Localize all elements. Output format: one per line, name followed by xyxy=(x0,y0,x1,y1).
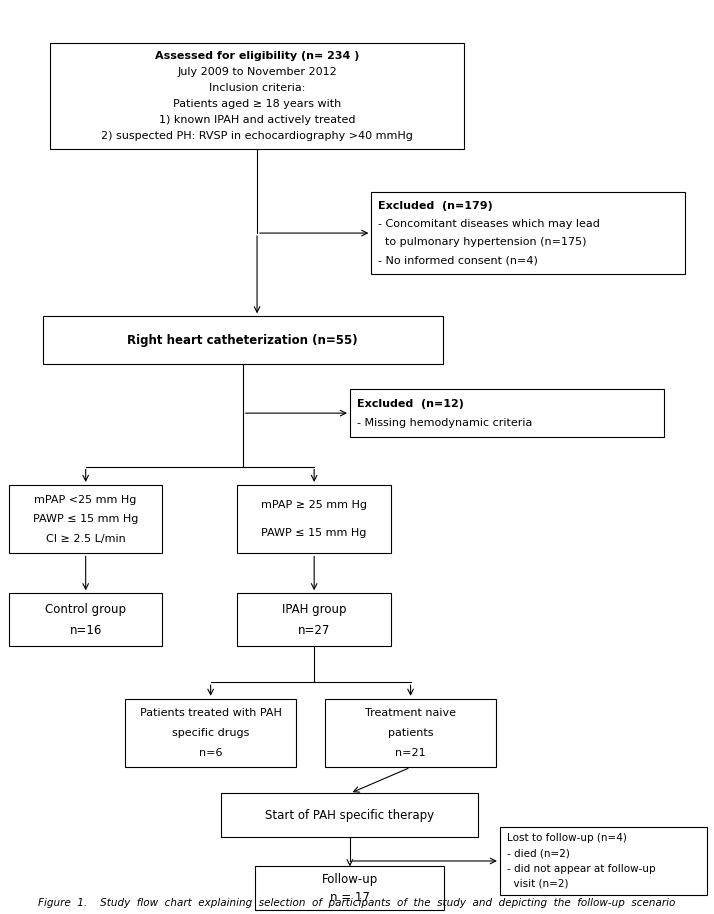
FancyBboxPatch shape xyxy=(500,826,707,896)
Text: Excluded  (n=179): Excluded (n=179) xyxy=(378,201,493,210)
Text: specific drugs: specific drugs xyxy=(172,728,249,738)
Text: - No informed consent (n=4): - No informed consent (n=4) xyxy=(378,256,538,265)
FancyBboxPatch shape xyxy=(50,43,464,148)
Text: mPAP ≥ 25 mm Hg: mPAP ≥ 25 mm Hg xyxy=(261,501,367,510)
Text: - Missing hemodynamic criteria: - Missing hemodynamic criteria xyxy=(357,418,533,428)
Text: Inclusion criteria:: Inclusion criteria: xyxy=(209,83,305,93)
Text: Patients treated with PAH: Patients treated with PAH xyxy=(140,708,281,718)
Text: 1) known IPAH and actively treated: 1) known IPAH and actively treated xyxy=(159,115,356,125)
Text: IPAH group: IPAH group xyxy=(282,602,346,616)
Text: mPAP <25 mm Hg: mPAP <25 mm Hg xyxy=(34,494,137,505)
Text: July 2009 to November 2012: July 2009 to November 2012 xyxy=(177,67,337,77)
Text: 2) suspected PH: RVSP in echocardiography >40 mmHg: 2) suspected PH: RVSP in echocardiograph… xyxy=(101,132,413,142)
FancyBboxPatch shape xyxy=(350,389,664,437)
FancyBboxPatch shape xyxy=(221,793,478,837)
FancyBboxPatch shape xyxy=(125,698,296,768)
FancyBboxPatch shape xyxy=(237,484,391,553)
Text: n=21: n=21 xyxy=(396,748,426,758)
Text: - died (n=2): - died (n=2) xyxy=(507,848,570,858)
Text: Excluded  (n=12): Excluded (n=12) xyxy=(357,399,464,409)
Text: n=6: n=6 xyxy=(199,748,222,758)
Text: n = 17: n = 17 xyxy=(330,890,370,904)
FancyBboxPatch shape xyxy=(325,698,496,768)
Text: Patients aged ≥ 18 years with: Patients aged ≥ 18 years with xyxy=(173,99,341,109)
FancyBboxPatch shape xyxy=(43,316,443,364)
Text: Right heart catheterization (n=55): Right heart catheterization (n=55) xyxy=(127,334,358,346)
Text: Assessed for eligibility (n= 234 ): Assessed for eligibility (n= 234 ) xyxy=(155,50,359,60)
Text: Figure  1.    Study  flow  chart  explaining  selection  of  participants  of  t: Figure 1. Study flow chart explaining se… xyxy=(39,898,675,908)
Text: PAWP ≤ 15 mm Hg: PAWP ≤ 15 mm Hg xyxy=(261,528,367,537)
Text: PAWP ≤ 15 mm Hg: PAWP ≤ 15 mm Hg xyxy=(33,515,139,524)
Text: to pulmonary hypertension (n=175): to pulmonary hypertension (n=175) xyxy=(378,238,587,247)
FancyBboxPatch shape xyxy=(256,866,444,910)
Text: visit (n=2): visit (n=2) xyxy=(507,879,568,888)
Text: Start of PAH specific therapy: Start of PAH specific therapy xyxy=(266,809,434,822)
Text: n=27: n=27 xyxy=(298,623,331,637)
Text: Lost to follow-up (n=4): Lost to follow-up (n=4) xyxy=(507,834,627,843)
Text: - Concomitant diseases which may lead: - Concomitant diseases which may lead xyxy=(378,219,600,228)
Text: Control group: Control group xyxy=(45,602,126,616)
Text: - did not appear at follow-up: - did not appear at follow-up xyxy=(507,864,655,874)
Text: patients: patients xyxy=(388,728,433,738)
FancyBboxPatch shape xyxy=(9,484,162,553)
FancyBboxPatch shape xyxy=(371,192,685,274)
Text: Follow-up: Follow-up xyxy=(322,873,378,887)
FancyBboxPatch shape xyxy=(9,593,162,646)
Text: CI ≥ 2.5 L/min: CI ≥ 2.5 L/min xyxy=(46,534,126,544)
Text: n=16: n=16 xyxy=(69,623,102,637)
Text: Treatment naive: Treatment naive xyxy=(365,708,456,718)
FancyBboxPatch shape xyxy=(237,593,391,646)
